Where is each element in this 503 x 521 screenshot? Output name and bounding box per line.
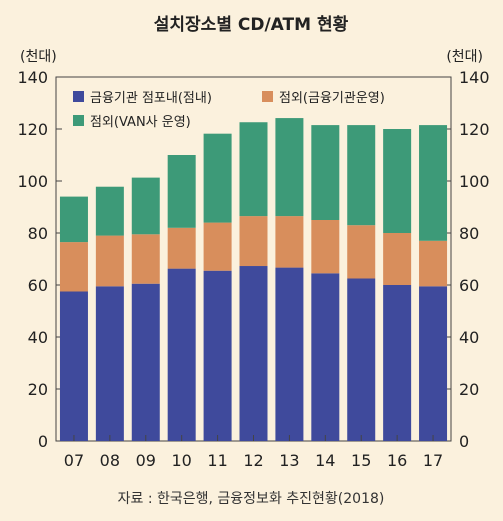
x-tick-label: 09 [136, 451, 156, 470]
bar-segment [347, 278, 376, 441]
y-tick-label-left: 20 [28, 380, 48, 399]
plot-area: 0 0 20 20 40 40 60 60 80 80 100 100 120 120 140 140 07 08… [17, 68, 489, 470]
bar-segment [203, 222, 232, 271]
right-axis-unit: (천대) [446, 49, 483, 65]
y-tick-label-right: 120 [459, 120, 490, 139]
bar-segment [275, 267, 304, 441]
bar-segment [239, 266, 268, 441]
bar-segment [239, 216, 268, 267]
bar-segment [347, 125, 376, 226]
y-tick-label-right: 140 [459, 68, 490, 87]
bar-segment [275, 118, 304, 217]
y-tick-label-left: 120 [17, 120, 48, 139]
source-note: 자료 : 한국은행, 금융정보화 추진현황(2018) [118, 491, 385, 507]
bar-segment [311, 273, 340, 441]
bar-segment [131, 234, 160, 284]
y-tick-label-right: 80 [459, 224, 479, 243]
bar-segment [275, 216, 304, 268]
bar-segment [419, 240, 448, 287]
y-tick-label-left: 0 [38, 432, 48, 451]
legend-label: 점외(금융기관운영) [279, 91, 385, 106]
bar-segment [59, 291, 88, 441]
bar-segment [95, 286, 124, 441]
legend-swatch [73, 91, 84, 102]
x-tick-label: 17 [423, 451, 443, 470]
bar-segment [167, 268, 196, 441]
bar-segment [95, 186, 124, 236]
y-tick-label-right: 100 [459, 172, 490, 191]
bar-segment [167, 155, 196, 228]
x-tick-label: 08 [100, 451, 120, 470]
x-tick-label: 13 [279, 451, 299, 470]
bar-segment [239, 122, 268, 217]
chart-title: 설치장소별 CD/ATM 현황 [154, 15, 349, 35]
bar-segment [59, 196, 88, 243]
bar-segment [95, 235, 124, 287]
x-tick-label: 11 [207, 451, 227, 470]
bar-segment [383, 233, 412, 285]
legend: 금융기관 점포내(점내) 점외(금융기관운영) 점외(VAN사 운영) [73, 91, 385, 130]
bar-segment [131, 177, 160, 235]
y-tick-label-right: 40 [459, 328, 479, 347]
legend-label: 점외(VAN사 운영) [90, 115, 191, 130]
y-tick-label-left: 60 [28, 276, 48, 295]
legend-swatch [73, 115, 84, 126]
x-tick-label: 14 [315, 451, 335, 470]
bar-segment [383, 285, 412, 441]
legend-swatch [262, 91, 273, 102]
bar-segment [311, 125, 340, 220]
y-tick-label-right: 0 [459, 432, 469, 451]
bar-segment [203, 133, 232, 223]
legend-label: 금융기관 점포내(점내) [90, 91, 212, 106]
bar-segment [167, 227, 196, 269]
bar-segment [311, 220, 340, 274]
bar-segment [347, 225, 376, 279]
bar-segment [383, 129, 412, 233]
bar-segment [203, 270, 232, 441]
y-tick-label-right: 20 [459, 380, 479, 399]
bar-segment [59, 242, 88, 292]
x-tick-label: 07 [64, 451, 84, 470]
x-tick-label: 16 [387, 451, 407, 470]
bar-segment [419, 125, 448, 241]
x-tick-label: 15 [351, 451, 371, 470]
y-tick-label-right: 60 [459, 276, 479, 295]
y-tick-label-left: 100 [17, 172, 48, 191]
y-tick-label-left: 40 [28, 328, 48, 347]
bar-segment [131, 283, 160, 441]
bar-segment [419, 286, 448, 441]
x-tick-label: 10 [172, 451, 192, 470]
x-tick-label: 12 [243, 451, 263, 470]
left-axis-unit: (천대) [20, 49, 57, 65]
y-tick-label-left: 80 [28, 224, 48, 243]
y-tick-label-left: 140 [17, 68, 48, 87]
